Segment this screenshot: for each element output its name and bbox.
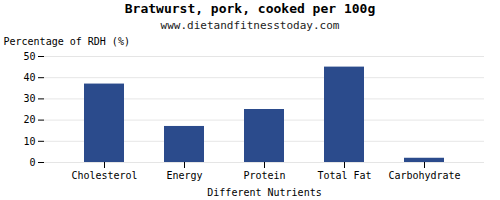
svg-text:0: 0 bbox=[29, 157, 35, 168]
svg-text:40: 40 bbox=[23, 72, 35, 83]
html-text:www.dietandfitnesstoday.com: www.dietandfitnesstoday.com bbox=[160, 19, 340, 32]
svg-text:Different Nutrients: Different Nutrients bbox=[207, 187, 321, 198]
svg-text:Cholesterol: Cholesterol bbox=[71, 170, 137, 181]
svg-text:20: 20 bbox=[23, 114, 35, 125]
html-text:Bratwurst, pork, cooked per 10: Bratwurst, pork, cooked per 100g bbox=[124, 1, 376, 16]
svg-text:Energy: Energy bbox=[166, 170, 202, 181]
svg-text:50: 50 bbox=[23, 51, 35, 62]
svg-text:Total Fat: Total Fat bbox=[317, 170, 371, 181]
svg-text:10: 10 bbox=[23, 136, 35, 147]
svg-text:Carbohydrate: Carbohydrate bbox=[388, 170, 460, 181]
svg-text:Percentage of RDH (%): Percentage of RDH (%) bbox=[4, 36, 130, 47]
svg-text:Protein: Protein bbox=[243, 170, 285, 181]
svg-text:30: 30 bbox=[23, 93, 35, 104]
